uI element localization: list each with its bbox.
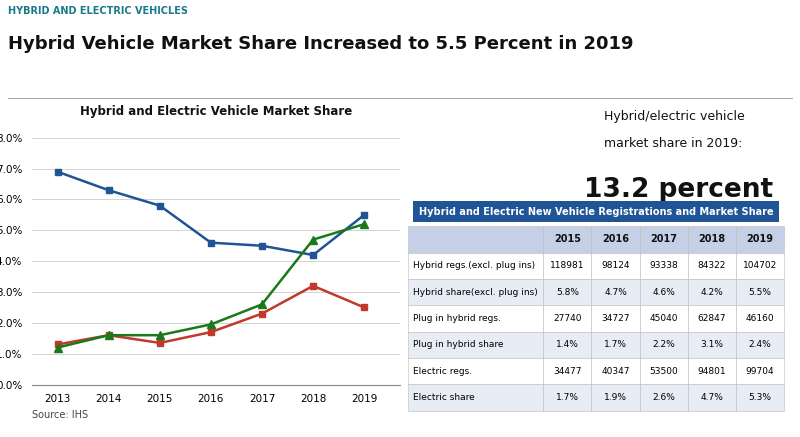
Text: 13.2 percent: 13.2 percent bbox=[584, 177, 774, 203]
Text: Hybrid/electric vehicle: Hybrid/electric vehicle bbox=[604, 110, 745, 123]
Text: market share in 2019:: market share in 2019: bbox=[604, 137, 742, 150]
Text: Source: IHS: Source: IHS bbox=[32, 409, 88, 420]
Text: HYBRID AND ELECTRIC VEHICLES: HYBRID AND ELECTRIC VEHICLES bbox=[8, 6, 188, 16]
Text: Hybrid Vehicle Market Share Increased to 5.5 Percent in 2019: Hybrid Vehicle Market Share Increased to… bbox=[8, 35, 634, 53]
Title: Hybrid and Electric Vehicle Market Share: Hybrid and Electric Vehicle Market Share bbox=[80, 105, 352, 118]
Text: Hybrid and Electric New Vehicle Registrations and Market Share: Hybrid and Electric New Vehicle Registra… bbox=[418, 207, 774, 216]
